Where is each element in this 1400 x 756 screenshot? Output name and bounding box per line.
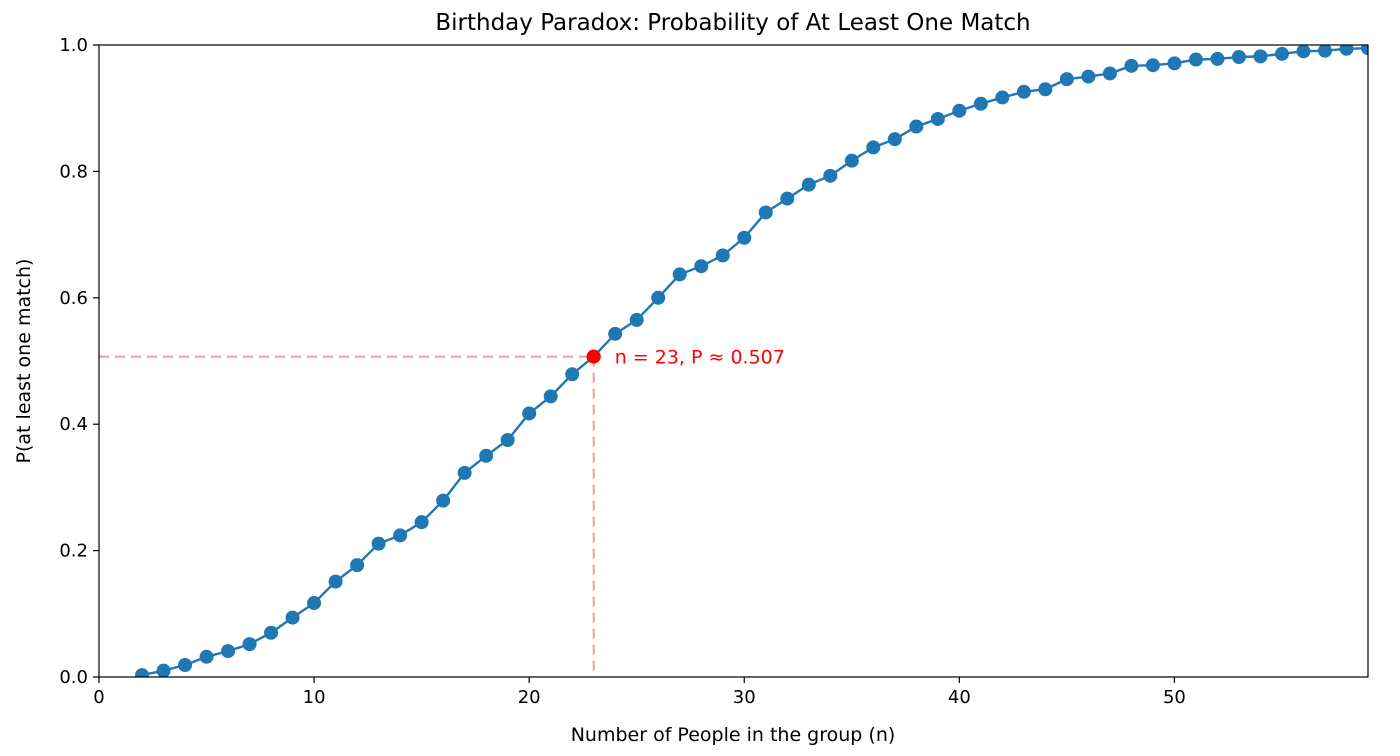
data-point bbox=[715, 248, 730, 263]
x-tick-label: 0 bbox=[93, 687, 104, 708]
data-point bbox=[1210, 51, 1225, 66]
y-tick-label: 0.8 bbox=[59, 161, 88, 182]
data-point bbox=[1102, 66, 1117, 81]
x-tick-label: 50 bbox=[1163, 687, 1186, 708]
data-point bbox=[694, 259, 709, 274]
data-point bbox=[1296, 45, 1311, 59]
data-point bbox=[156, 663, 171, 677]
plot-frame bbox=[98, 44, 1369, 678]
data-point bbox=[543, 389, 558, 404]
data-point bbox=[1038, 82, 1053, 97]
data-point bbox=[737, 230, 752, 245]
data-point bbox=[221, 644, 236, 659]
data-point bbox=[801, 177, 816, 192]
data-point bbox=[264, 625, 279, 640]
data-point bbox=[672, 267, 687, 282]
data-point bbox=[651, 290, 666, 305]
data-point bbox=[479, 448, 494, 463]
data-point bbox=[973, 96, 988, 111]
chart-title: Birthday Paradox: Probability of At Leas… bbox=[435, 10, 1030, 36]
data-point bbox=[500, 433, 515, 447]
data-point bbox=[393, 528, 408, 543]
data-point bbox=[457, 465, 472, 480]
x-tick-label: 10 bbox=[303, 687, 326, 708]
data-point bbox=[780, 191, 795, 206]
data-point bbox=[1124, 58, 1139, 73]
data-point bbox=[1274, 46, 1289, 61]
data-point bbox=[199, 649, 214, 664]
data-point bbox=[285, 610, 300, 625]
x-axis: 0 10 20 30 40 50 bbox=[93, 677, 1186, 708]
data-point bbox=[350, 558, 365, 573]
x-axis-label: Number of People in the group (n) bbox=[571, 724, 896, 746]
data-point bbox=[135, 668, 150, 677]
data-point bbox=[1317, 45, 1332, 58]
data-point bbox=[1339, 45, 1354, 56]
data-point bbox=[823, 168, 838, 183]
y-tick-label: 0.2 bbox=[59, 541, 88, 562]
data-point bbox=[930, 111, 945, 126]
data-point bbox=[1016, 84, 1031, 99]
y-tick-label: 0.4 bbox=[59, 414, 88, 435]
data-point bbox=[522, 406, 537, 421]
data-point bbox=[844, 153, 859, 168]
data-point bbox=[1059, 72, 1074, 87]
x-tick-label: 30 bbox=[733, 687, 756, 708]
data-point bbox=[328, 574, 343, 589]
data-point bbox=[1188, 52, 1203, 67]
highlight-annotation: n = 23, P ≈ 0.507 bbox=[615, 347, 785, 369]
data-point bbox=[307, 596, 322, 611]
data-point bbox=[952, 103, 967, 118]
data-point bbox=[1361, 45, 1368, 56]
data-point bbox=[758, 205, 773, 220]
data-point bbox=[1231, 50, 1246, 65]
data-point bbox=[1081, 69, 1096, 84]
series-line bbox=[141, 46, 1368, 677]
highlight-point bbox=[586, 349, 601, 364]
data-point bbox=[178, 657, 193, 672]
y-tick-label: 0.0 bbox=[59, 667, 88, 688]
data-point bbox=[242, 637, 257, 652]
y-tick-label: 1.0 bbox=[59, 35, 88, 56]
data-point bbox=[1145, 58, 1160, 73]
x-tick-label: 40 bbox=[948, 687, 971, 708]
data-point bbox=[436, 493, 451, 508]
data-point bbox=[371, 536, 386, 551]
data-point bbox=[629, 312, 644, 327]
x-tick-label: 20 bbox=[518, 687, 541, 708]
data-point bbox=[909, 119, 924, 134]
data-point bbox=[1167, 56, 1182, 71]
y-tick-label: 0.6 bbox=[59, 288, 88, 309]
data-point bbox=[866, 140, 881, 155]
data-point bbox=[414, 515, 429, 530]
data-point bbox=[565, 367, 580, 382]
data-point bbox=[887, 132, 902, 147]
data-point bbox=[995, 90, 1010, 105]
data-point bbox=[1253, 49, 1268, 64]
y-axis-label: P(at least one match) bbox=[13, 259, 35, 464]
y-axis: 0.0 0.2 0.4 0.6 0.8 1.0 bbox=[59, 35, 99, 688]
data-point bbox=[608, 326, 623, 341]
